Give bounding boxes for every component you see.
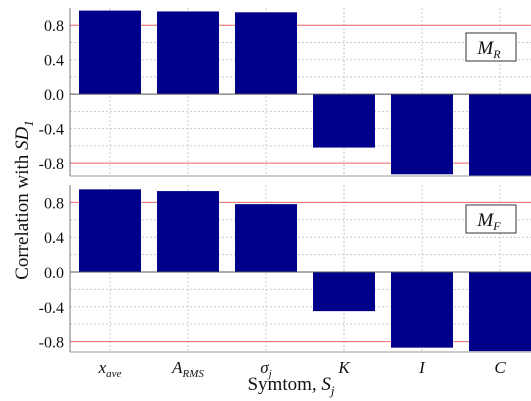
- panel-legend: MF: [465, 204, 517, 234]
- x-tick-label: σj: [260, 358, 271, 380]
- y-axis-label: Correlation with SD1: [12, 120, 36, 280]
- bar: [79, 10, 141, 95]
- bar: [79, 189, 141, 272]
- chart-panels: 0.8 0.4 0.0 -0.4 -0.8 MR 0.8 0.4 0.0 -0.4 -0.8 MF: [39, 8, 531, 353]
- bar: [313, 94, 375, 148]
- panel-0: 0.8 0.4 0.0 -0.4 -0.8 MR: [39, 8, 531, 177]
- y-tick-label: -0.8: [39, 156, 64, 173]
- panel-1: 0.8 0.4 0.0 -0.4 -0.8 MF: [39, 185, 531, 353]
- legend-label: MF: [476, 210, 501, 233]
- bar: [469, 94, 531, 176]
- legend-box: [465, 32, 517, 62]
- bar: [157, 191, 219, 272]
- x-tick-label: C: [494, 358, 506, 377]
- y-tick-label: 0.4: [44, 230, 64, 247]
- bar: [235, 12, 297, 95]
- x-tick-label: ARMS: [171, 358, 204, 380]
- bar: [391, 94, 453, 175]
- y-tick-label: 0.4: [44, 53, 64, 70]
- x-tick-label: K: [337, 358, 351, 377]
- bar: [313, 271, 375, 312]
- legend-label: MR: [476, 38, 501, 61]
- y-tick-label: -0.8: [39, 335, 64, 352]
- panel-legend: MR: [465, 32, 517, 62]
- x-tick-label: xave: [98, 358, 122, 380]
- x-tick-label: I: [418, 358, 426, 377]
- legend-box: [465, 204, 517, 234]
- bar: [235, 204, 297, 272]
- y-tick-label: 0.0: [44, 265, 64, 282]
- x-tick-labels: xave ARMS σj K I C: [98, 358, 507, 380]
- bar: [469, 271, 531, 352]
- y-tick-label: -0.4: [39, 300, 64, 317]
- bar: [391, 271, 453, 348]
- x-axis-label: Symtom, Sj: [247, 374, 334, 398]
- y-tick-label: 0.8: [44, 195, 64, 212]
- y-tick-label: 0.8: [44, 18, 64, 35]
- y-tick-label: -0.4: [39, 122, 64, 139]
- y-tick-label: 0.0: [44, 87, 64, 104]
- bar: [157, 11, 219, 95]
